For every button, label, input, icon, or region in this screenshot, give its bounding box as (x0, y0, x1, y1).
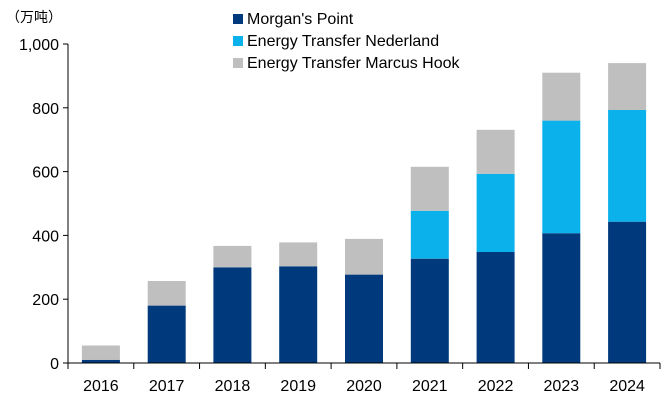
y-tick-label: 800 (32, 101, 59, 118)
x-tick-label: 2020 (346, 378, 382, 395)
bar-2016-series-3 (81, 345, 120, 360)
axes-group: 0 200 400 600 800 1,000 2016 2017 2018 2019 2020 20… (19, 37, 661, 395)
unit-label: （万吨） (6, 10, 62, 26)
x-tick-label: 2017 (149, 378, 185, 395)
legend-label: Morgan's Point (247, 11, 354, 28)
bar-2019-series-3 (279, 242, 318, 267)
legend-swatch (233, 58, 243, 68)
legend: Morgan's Point Energy Transfer Nederland E… (233, 11, 461, 72)
bar-2016-series-1 (81, 359, 120, 363)
bar-2020-series-1 (345, 274, 383, 363)
legend-swatch (233, 36, 243, 46)
bar-2024-series-1 (608, 221, 647, 363)
bar-2023-series-3 (542, 72, 581, 121)
x-tick-label: 2019 (280, 378, 316, 395)
bar-2021-series-3 (410, 166, 449, 211)
y-tick-label: 600 (32, 165, 59, 182)
y-tick-label: 400 (32, 228, 59, 245)
bar-2023-series-2 (542, 120, 581, 234)
bar-2020-series-3 (345, 238, 383, 275)
bar-2024-series-2 (608, 110, 647, 222)
x-tick-label: 2022 (478, 378, 514, 395)
bar-2017-series-1 (147, 305, 186, 363)
x-tick-label: 2021 (412, 378, 448, 395)
legend-swatch (233, 14, 243, 24)
x-tick-label: 2023 (544, 378, 580, 395)
bar-2022-series-3 (476, 129, 515, 174)
bar-2017-series-3 (147, 281, 186, 306)
bar-2022-series-2 (476, 173, 515, 252)
bar-2018-series-1 (213, 267, 252, 363)
legend-label: Energy Transfer Marcus Hook (247, 55, 461, 72)
bar-2022-series-1 (476, 252, 515, 363)
bar-2021-series-1 (410, 258, 449, 363)
legend-label: Energy Transfer Nederland (247, 33, 439, 50)
y-tick-label: 200 (32, 292, 59, 309)
bar-2018-series-3 (213, 245, 252, 268)
bar-2023-series-1 (542, 233, 581, 363)
bars-group (81, 63, 647, 363)
bar-2019-series-1 (279, 266, 318, 363)
x-tick-label: 2016 (83, 378, 119, 395)
x-tick-label: 2024 (609, 378, 645, 395)
y-tick-label: 0 (50, 356, 59, 373)
x-tick-label: 2018 (215, 378, 251, 395)
y-tick-label: 1,000 (19, 37, 59, 54)
bar-2024-series-3 (608, 63, 647, 110)
bar-2021-series-2 (410, 210, 449, 259)
